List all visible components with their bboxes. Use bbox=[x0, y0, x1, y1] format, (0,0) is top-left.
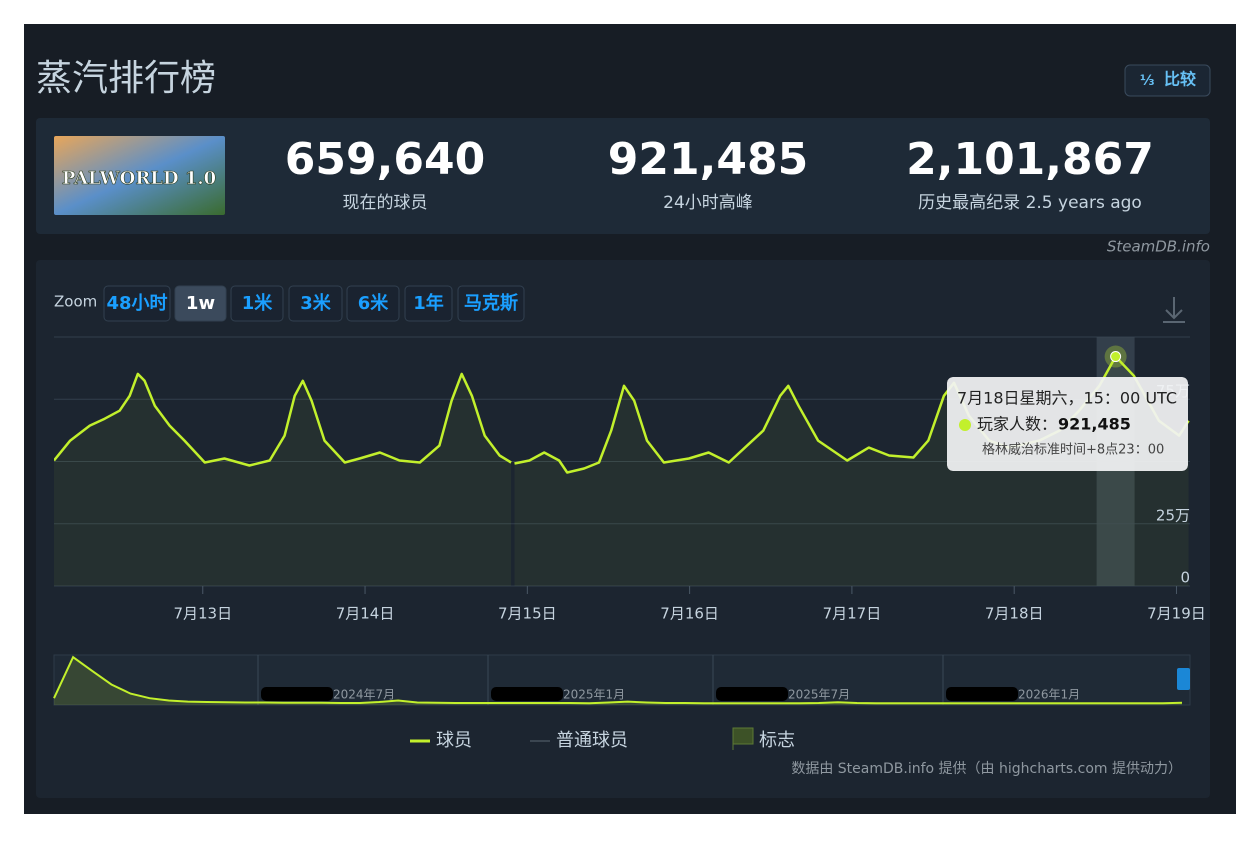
x-tick-label: 7月13日 bbox=[173, 605, 232, 623]
redaction bbox=[946, 687, 1018, 701]
x-tick-label: 7月14日 bbox=[336, 605, 395, 623]
legend-item[interactable]: 标志 bbox=[759, 730, 795, 751]
zoom-button[interactable] bbox=[457, 285, 525, 322]
y-tick-label: 0 bbox=[1180, 569, 1190, 587]
compare-icon: ⅓ bbox=[1140, 73, 1155, 89]
navigator-label: 2026年1月 bbox=[1018, 688, 1080, 702]
game-image bbox=[54, 136, 225, 215]
zoom-button-label: 6米 bbox=[358, 292, 390, 314]
series-area bbox=[54, 356, 1189, 586]
stat-label: 历史最高纪录 2.5 years ago bbox=[918, 193, 1142, 213]
tooltip-dot bbox=[959, 419, 971, 431]
zoom-button[interactable] bbox=[174, 285, 227, 322]
download-icon[interactable] bbox=[1163, 297, 1185, 323]
stat-value: 2,101,867 bbox=[906, 134, 1154, 185]
stat-label: 现在的球员 bbox=[343, 193, 428, 213]
tooltip-value: 921,485 bbox=[1058, 415, 1131, 434]
redaction bbox=[491, 687, 563, 701]
zoom-button-label: 3米 bbox=[300, 292, 332, 314]
hover-point bbox=[1110, 351, 1122, 363]
stats-panel bbox=[36, 118, 1210, 234]
x-tick-label: 7月16日 bbox=[660, 605, 719, 623]
title: 蒸汽排行榜 bbox=[36, 58, 216, 99]
source: SteamDB.info bbox=[1107, 238, 1210, 256]
zoom-button-label: 1年 bbox=[413, 292, 444, 314]
navigator-label: 2025年7月 bbox=[788, 688, 850, 702]
legend-swatch bbox=[732, 727, 754, 750]
zoom-button-label: 1w bbox=[186, 293, 215, 314]
x-tick-label: 7月15日 bbox=[498, 605, 557, 623]
zoom-button[interactable] bbox=[404, 285, 453, 322]
tooltip-title: 7月18日星期六，15：00 UTC bbox=[957, 389, 1177, 408]
compare-label: 比较 bbox=[1164, 70, 1196, 89]
tooltip-box bbox=[947, 377, 1188, 471]
zoom-button[interactable] bbox=[288, 285, 343, 322]
navigator-handle[interactable] bbox=[1177, 668, 1190, 690]
navigator-line bbox=[53, 655, 1183, 705]
legend-item[interactable]: 普通球员 bbox=[556, 730, 628, 751]
credit: 数据由 SteamDB.info 提供（由 highcharts.com 提供动… bbox=[791, 761, 1182, 777]
zoom-button[interactable] bbox=[346, 285, 400, 322]
redaction bbox=[261, 687, 333, 701]
zoom-button[interactable] bbox=[230, 285, 284, 322]
x-tick-label: 7月19日 bbox=[1147, 605, 1206, 623]
y-tick-label: 25万 bbox=[1156, 506, 1190, 524]
zoom-label: Zoom bbox=[54, 293, 97, 311]
tooltip-label: 玩家人数： bbox=[977, 415, 1057, 434]
compare-button[interactable] bbox=[1124, 64, 1211, 97]
tooltip-local: 格林威治标准时间+8点23：00 bbox=[982, 442, 1164, 458]
stat-value: 659,640 bbox=[285, 134, 485, 185]
stat-value: 921,485 bbox=[608, 134, 808, 185]
navigator-label: 2024年7月 bbox=[333, 688, 395, 702]
x-tick-label: 7月18日 bbox=[985, 605, 1044, 623]
tooltip: 7月18日星期六，15：00 UTC 玩家人数： 921,485 格林威治标准时间+8… bbox=[947, 377, 1188, 471]
stat-label: 24小时高峰 bbox=[663, 193, 753, 213]
zoom-button-label: 48小时 bbox=[106, 293, 167, 314]
game-name: PALWORLD 1.0 bbox=[62, 168, 216, 189]
navigator-label: 2025年1月 bbox=[563, 688, 625, 702]
zoom-button-label: 1米 bbox=[242, 292, 274, 314]
legend-item[interactable]: 球员 bbox=[436, 730, 472, 751]
zoom-button-label: 马克斯 bbox=[464, 292, 518, 314]
x-tick-label: 7月17日 bbox=[823, 605, 882, 623]
redaction bbox=[716, 687, 788, 701]
zoom-button[interactable] bbox=[103, 285, 171, 322]
